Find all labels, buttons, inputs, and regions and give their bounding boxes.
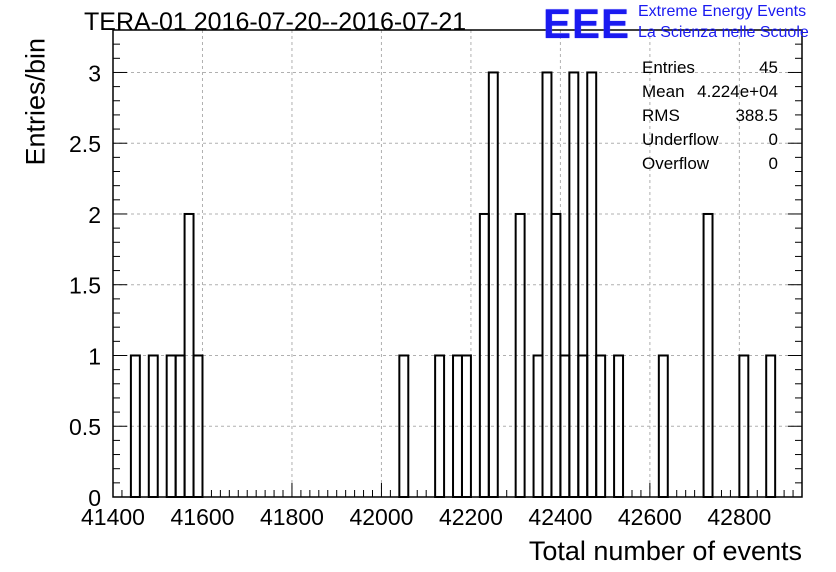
- stats-row-rms: RMS 388.5: [642, 106, 778, 130]
- histogram-bin: [514, 212, 526, 498]
- stats-key: Underflow: [642, 130, 719, 149]
- chart-title: TERA-01 2016-07-20--2016-07-21: [84, 8, 467, 36]
- y-tick-label: 0.5: [69, 414, 101, 440]
- stats-key: Mean: [642, 82, 685, 101]
- stats-key: Overflow: [642, 154, 710, 173]
- histogram-bin: [765, 354, 777, 499]
- stats-box: Entries 45 Mean 4.224e+04 RMS 388.5 Unde…: [642, 58, 778, 178]
- histogram-bin: [568, 71, 580, 498]
- stats-value: 45: [759, 58, 778, 77]
- x-tick-label: 42400: [528, 504, 592, 530]
- stats-key: Entries: [642, 58, 695, 77]
- x-tick-label: 41800: [260, 504, 324, 530]
- histogram-bin: [129, 354, 141, 499]
- stats-row-overflow: Overflow 0: [642, 154, 778, 178]
- logo-line-1: Extreme Energy Events: [638, 3, 807, 20]
- x-axis-label: Total number of events: [528, 536, 802, 566]
- stats-value: 4.224e+04: [697, 82, 778, 101]
- histogram-bin: [702, 212, 714, 498]
- histogram-bin: [460, 354, 472, 499]
- logo-line-2: La Scienza nelle Scuole: [638, 24, 809, 41]
- histogram-bin: [613, 354, 625, 499]
- histogram-bin: [192, 354, 204, 499]
- x-tick-label: 41400: [81, 504, 145, 530]
- histogram-bin: [147, 354, 159, 499]
- x-tick-label: 41600: [170, 504, 234, 530]
- eee-logo: EEE: [543, 0, 631, 47]
- stats-value: 388.5: [735, 106, 778, 125]
- stats-key: RMS: [642, 106, 680, 125]
- histogram-bin: [595, 354, 607, 499]
- histogram-bin: [487, 71, 499, 498]
- histogram-bin: [657, 354, 669, 499]
- x-tick-label: 42200: [439, 504, 503, 530]
- y-tick-label: 0: [88, 485, 101, 511]
- stats-row-entries: Entries 45: [642, 58, 778, 82]
- stats-value: 0: [768, 154, 778, 173]
- x-tick-label: 42600: [618, 504, 682, 530]
- y-tick-label: 2: [88, 202, 101, 228]
- histogram-bin: [398, 354, 410, 499]
- stats-row-mean: Mean 4.224e+04: [642, 82, 778, 106]
- y-tick-label: 2.5: [69, 131, 101, 157]
- histogram-bin: [586, 71, 598, 498]
- y-axis-label: Entries/bin: [20, 37, 51, 166]
- y-tick-label: 1: [88, 343, 101, 369]
- y-tick-label: 3: [88, 60, 101, 86]
- y-tick-label: 1.5: [69, 273, 101, 299]
- stats-row-underflow: Underflow 0: [642, 130, 778, 154]
- x-tick-label: 42800: [707, 504, 771, 530]
- histogram-bin: [434, 354, 446, 499]
- stats-value: 0: [768, 130, 778, 149]
- x-tick-label: 42000: [349, 504, 413, 530]
- histogram-bin: [738, 354, 750, 499]
